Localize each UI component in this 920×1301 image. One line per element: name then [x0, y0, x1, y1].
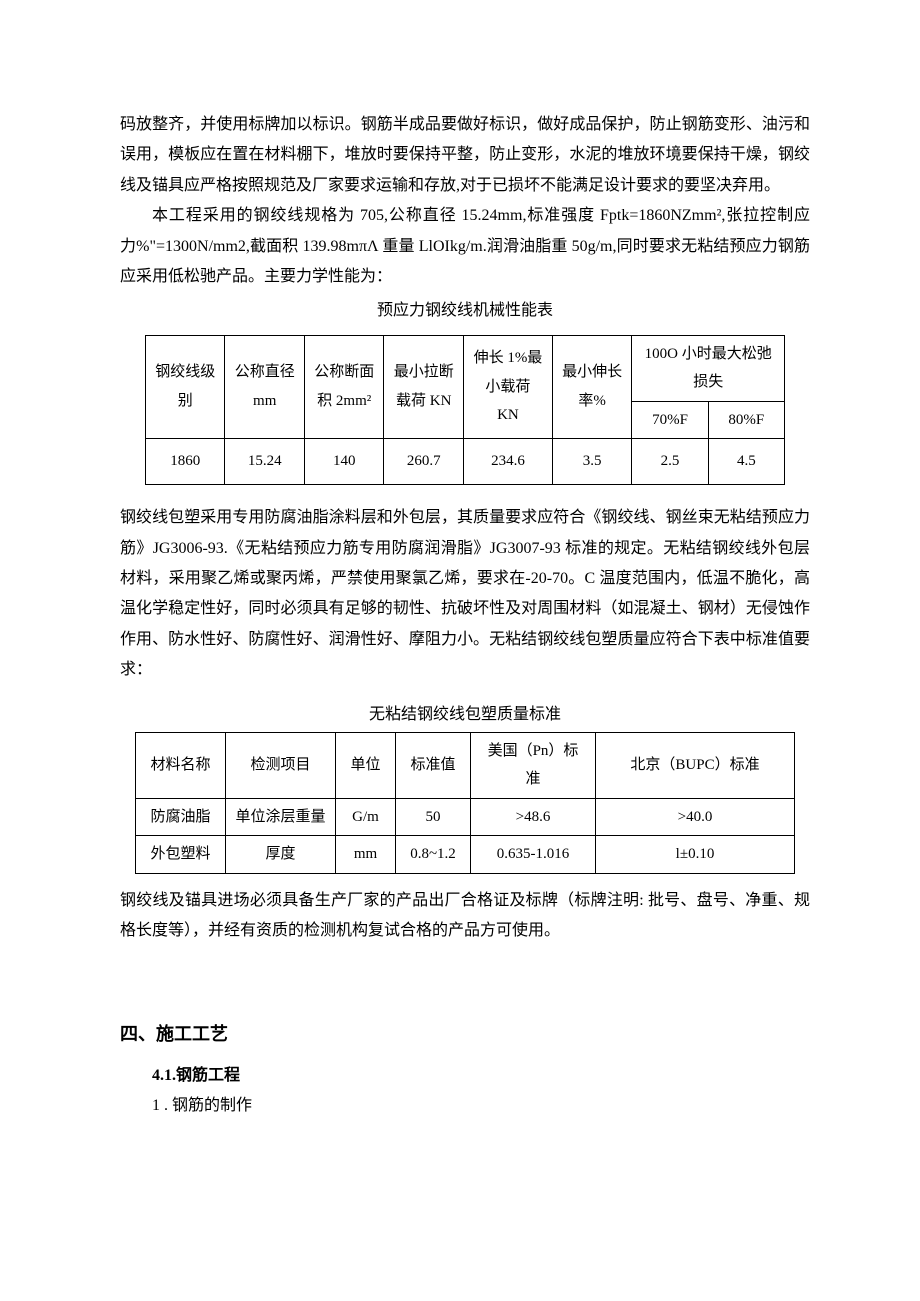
t1-r1-c3: 140	[304, 439, 383, 485]
t1-h-er-l2: 率%	[578, 393, 606, 409]
t1-r1-c1: 1860	[146, 439, 225, 485]
t1-r1-c4: 260.7	[384, 439, 463, 485]
t2-r1-c4: 50	[396, 798, 471, 836]
t1-h-dia-l1: 公称直径	[235, 364, 295, 380]
t1-h-el-l3: KN	[497, 407, 519, 423]
t1-h-rx-l1: 100O 小时最大松弛	[645, 346, 772, 362]
section-4-1: 4.1.钢筋工程	[120, 1061, 810, 1091]
quality-standard-table: 材料名称 检测项目 单位 标准值 美国（Pn）标 准 北京（BUPC）标准 防腐…	[135, 732, 795, 874]
t1-r1-c6: 3.5	[552, 439, 631, 485]
t2-r1-c3: G/m	[336, 798, 396, 836]
t2-h1: 材料名称	[136, 732, 226, 798]
t1-r1-c5: 234.6	[463, 439, 552, 485]
t1-h-elong-rate: 最小伸长 率%	[552, 335, 631, 439]
mechanical-properties-table: 钢绞线级 别 公称直径 mm 公称断面 积 2mm² 最小拉断 载荷 KN 伸长…	[145, 335, 785, 486]
t2-r2-c2: 厚度	[226, 836, 336, 874]
table1-caption: 预应力钢绞线机械性能表	[120, 296, 810, 326]
t2-h5-l1: 美国（Pn）标	[488, 743, 579, 759]
section-4-title: 四、施工工艺	[120, 1017, 810, 1051]
section-4-1-1: 1 . 钢筋的制作	[120, 1091, 810, 1121]
t2-r1-c1: 防腐油脂	[136, 798, 226, 836]
t1-h-grade-l2: 别	[178, 393, 193, 409]
t2-r2-c3: mm	[336, 836, 396, 874]
t1-h-rx-l2: 损失	[693, 374, 723, 390]
t1-h-min-break: 最小拉断 载荷 KN	[384, 335, 463, 439]
t1-r1-c2: 15.24	[225, 439, 304, 485]
t2-h2: 检测项目	[226, 732, 336, 798]
t2-h4: 标准值	[396, 732, 471, 798]
t2-h3: 单位	[336, 732, 396, 798]
table2-caption: 无粘结钢绞线包塑质量标准	[120, 700, 810, 730]
t2-r2-c1: 外包塑料	[136, 836, 226, 874]
t1-h-70f: 70%F	[632, 401, 708, 439]
paragraph-2: 本工程采用的钢绞线规格为 705,公称直径 15.24mm,标准强度 Fptk=…	[120, 201, 810, 292]
t1-r1-c7: 2.5	[632, 439, 708, 485]
t2-r2-c4: 0.8~1.2	[396, 836, 471, 874]
t2-h5: 美国（Pn）标 准	[471, 732, 596, 798]
t2-r2-c5: 0.635-1.016	[471, 836, 596, 874]
t2-r1-c5: >48.6	[471, 798, 596, 836]
document-page: 码放整齐，并使用标牌加以标识。钢筋半成品要做好标识，做好成品保护，防止钢筋变形、…	[0, 0, 920, 1301]
t2-r1-c2: 单位涂层重量	[226, 798, 336, 836]
t1-h-mb-l1: 最小拉断	[394, 364, 454, 380]
t1-h-area-l1: 公称断面	[314, 364, 374, 380]
t2-r1-c6: >40.0	[596, 798, 795, 836]
t1-r1-c8: 4.5	[708, 439, 784, 485]
t1-h-grade: 钢绞线级 别	[146, 335, 225, 439]
t1-h-80f: 80%F	[708, 401, 784, 439]
t1-h-grade-l1: 钢绞线级	[155, 364, 215, 380]
t1-h-mb-l2: 载荷 KN	[396, 393, 451, 409]
t1-h-area-l2: 积 2mm²	[317, 393, 371, 409]
t2-h5-l2: 准	[525, 771, 540, 787]
t2-r2-c6: l±0.10	[596, 836, 795, 874]
t1-h-elong-load: 伸长 1%最 小载荷 KN	[463, 335, 552, 439]
t1-h-el-l1: 伸长 1%最	[474, 350, 543, 366]
t1-h-el-l2: 小载荷	[485, 379, 530, 395]
t1-h-area: 公称断面 积 2mm²	[304, 335, 383, 439]
paragraph-4: 钢绞线及锚具进场必须具备生产厂家的产品出厂合格证及标牌（标牌注明: 批号、盘号、…	[120, 886, 810, 947]
paragraph-3: 钢绞线包塑采用专用防腐油脂涂料层和外包层，其质量要求应符合《钢绞线、钢丝束无粘结…	[120, 503, 810, 685]
paragraph-1: 码放整齐，并使用标牌加以标识。钢筋半成品要做好标识，做好成品保护，防止钢筋变形、…	[120, 110, 810, 201]
t1-h-dia-l2: mm	[253, 393, 276, 409]
t1-h-relax: 100O 小时最大松弛 损失	[632, 335, 785, 401]
t1-h-diameter: 公称直径 mm	[225, 335, 304, 439]
t1-h-er-l1: 最小伸长	[562, 364, 622, 380]
t2-h6: 北京（BUPC）标准	[596, 732, 795, 798]
